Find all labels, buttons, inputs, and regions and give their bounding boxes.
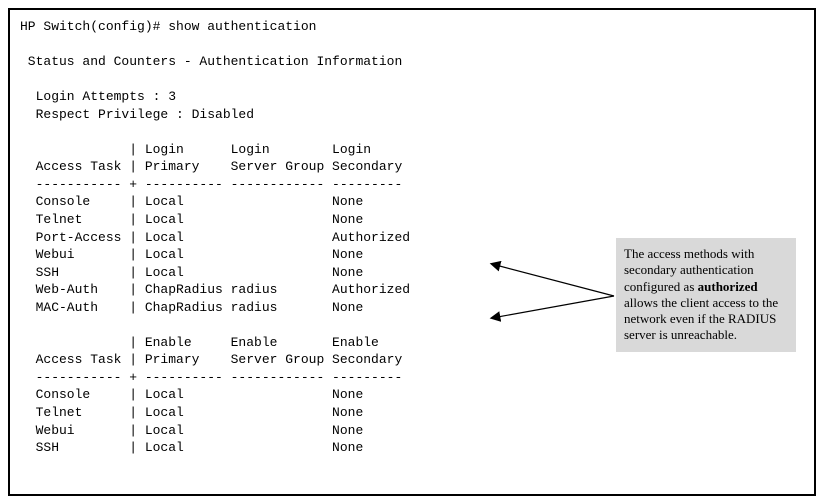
blank [20,71,808,89]
login-attempts-line: Login Attempts : 3 [20,88,808,106]
prompt-line: HP Switch(config)# show authentication [20,18,808,36]
callout-box: The access methods with secondary authen… [616,238,796,352]
blank [20,36,808,54]
header-line: Status and Counters - Authentication Inf… [20,53,808,71]
table1-header1: | Login Login Login [20,141,808,159]
callout-text: allows the client access to the network … [624,295,778,343]
table-row: Webui | Local None [20,422,808,440]
respect-privilege-line: Respect Privilege : Disabled [20,106,808,124]
table-row: Telnet | Local None [20,211,808,229]
callout-bold: authorized [698,279,758,294]
table1-separator: ----------- + ---------- ------------ --… [20,176,808,194]
table-row: Console | Local None [20,386,808,404]
blank [20,123,808,141]
table-row: Console | Local None [20,193,808,211]
table2-header2: Access Task | Primary Server Group Secon… [20,351,808,369]
table-row: Telnet | Local None [20,404,808,422]
table-row: SSH | Local None [20,439,808,457]
table2-separator: ----------- + ---------- ------------ --… [20,369,808,387]
table1-header2: Access Task | Primary Server Group Secon… [20,158,808,176]
